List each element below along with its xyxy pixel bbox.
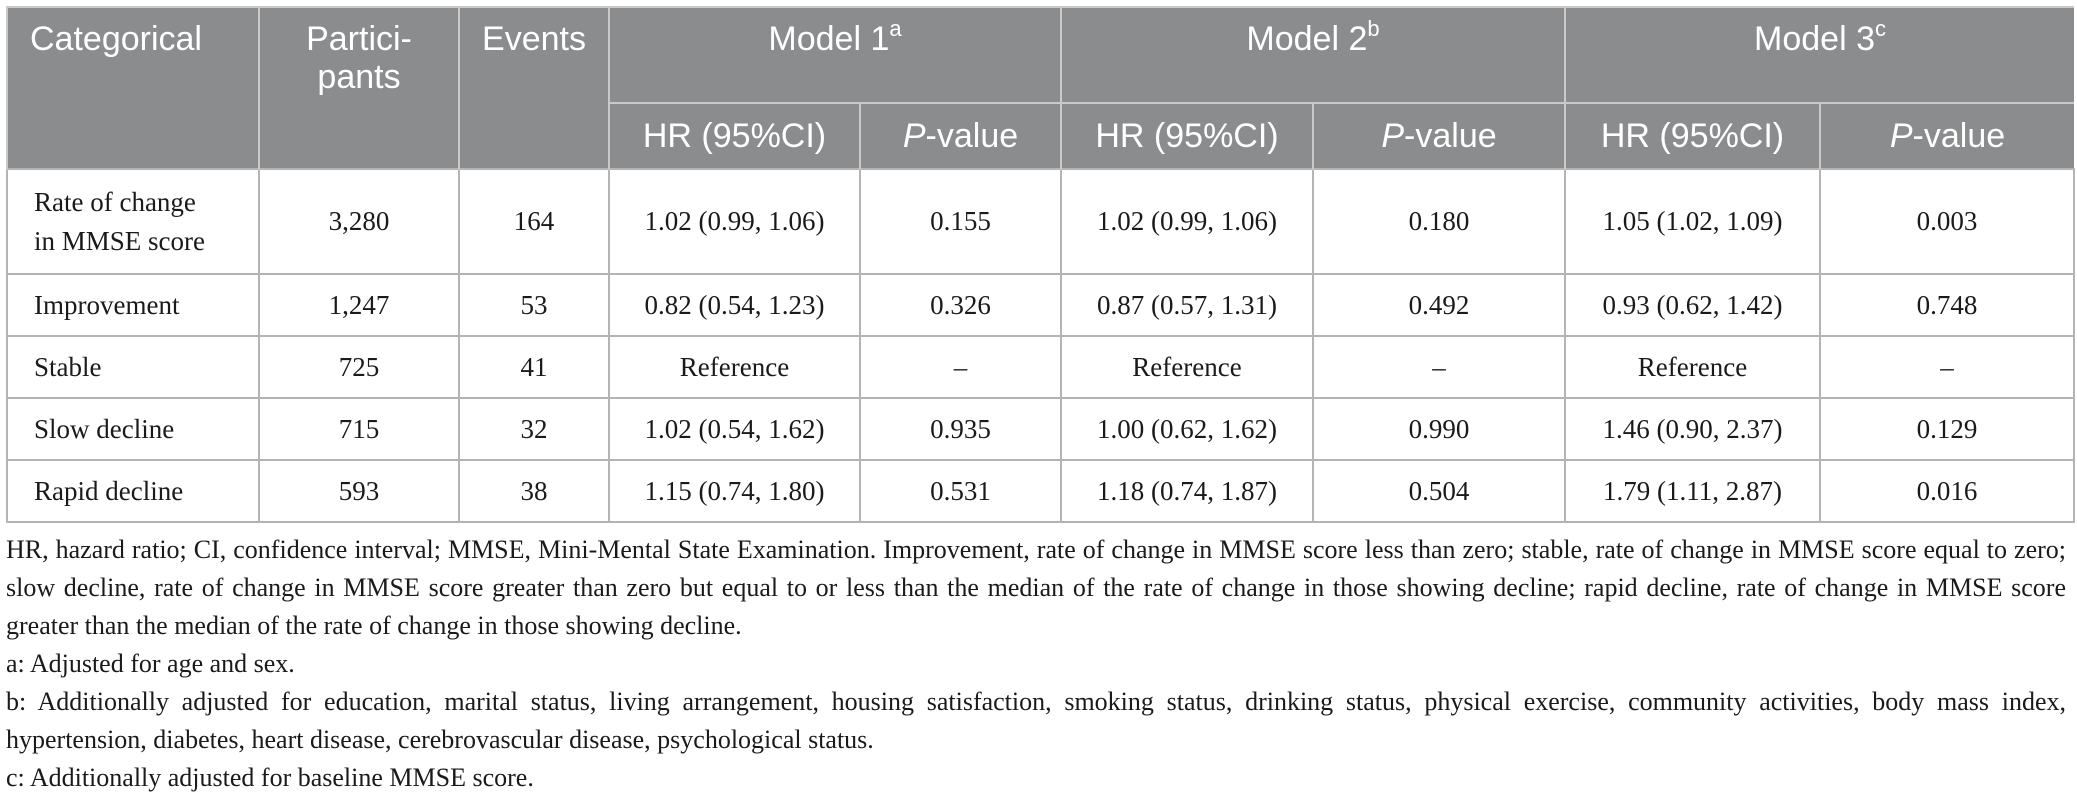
cell-m2-p: 0.504 bbox=[1312, 459, 1566, 523]
cell-m3-p: 0.016 bbox=[1819, 459, 2075, 523]
cell-m1-hr: 1.02 (0.99, 1.06) bbox=[608, 168, 861, 275]
cell-m1-p: 0.326 bbox=[859, 273, 1062, 337]
cell-m2-hr: 1.18 (0.74, 1.87) bbox=[1060, 459, 1314, 523]
cell-events: 32 bbox=[458, 397, 610, 461]
cell-category: Rate of change in MMSE score bbox=[6, 168, 260, 275]
cell-participants: 715 bbox=[258, 397, 460, 461]
cell-m3-p: – bbox=[1819, 335, 2075, 399]
cell-events: 164 bbox=[458, 168, 610, 275]
header-m1-p-italic: P bbox=[902, 117, 926, 155]
category-line2: in MMSE score bbox=[34, 225, 205, 256]
header-m2-p: P-value bbox=[1312, 102, 1565, 169]
table-row: Stable 725 41 Reference – Reference – Re… bbox=[6, 335, 2075, 399]
cell-participants: 3,280 bbox=[258, 168, 460, 275]
header-participants-line1: Partici- bbox=[306, 20, 412, 58]
header-model-1: Model 1a bbox=[608, 6, 1061, 103]
header-m1-p-rest: -value bbox=[925, 117, 1019, 155]
header-model-1-label: Model 1 bbox=[768, 20, 890, 58]
header-row-1: Categorical Partici- pants Events Model … bbox=[6, 6, 2074, 169]
cell-category: Slow decline bbox=[6, 397, 260, 461]
cell-m2-p: 0.180 bbox=[1312, 168, 1566, 275]
cell-m1-p: 0.935 bbox=[859, 397, 1062, 461]
cell-m3-hr: 0.93 (0.62, 1.42) bbox=[1564, 273, 1821, 337]
cell-m1-p: 0.155 bbox=[859, 168, 1062, 275]
header-m2-hr: HR (95%CI) bbox=[1060, 102, 1313, 169]
header-participants-line2: pants bbox=[317, 58, 401, 96]
header-m2-p-italic: P bbox=[1381, 117, 1405, 155]
results-table-container: Categorical Partici- pants Events Model … bbox=[6, 6, 2075, 797]
cell-m2-p: – bbox=[1312, 335, 1566, 399]
cell-m3-hr: Reference bbox=[1564, 335, 1821, 399]
header-m1-hr: HR (95%CI) bbox=[608, 102, 860, 169]
cell-participants: 725 bbox=[258, 335, 460, 399]
header-m3-p: P-value bbox=[1819, 102, 2074, 169]
header-m3-p-italic: P bbox=[1889, 117, 1913, 155]
cell-participants: 593 bbox=[258, 459, 460, 523]
cell-m2-p: 0.990 bbox=[1312, 397, 1566, 461]
header-model-3-sup: c bbox=[1874, 16, 1886, 41]
results-table: Categorical Partici- pants Events Model … bbox=[6, 6, 2075, 523]
header-m1-p: P-value bbox=[859, 102, 1061, 169]
footnote-a: a: Adjusted for age and sex. bbox=[6, 649, 295, 678]
cell-m2-p: 0.492 bbox=[1312, 273, 1566, 337]
cell-m3-p: 0.003 bbox=[1819, 168, 2075, 275]
cell-m1-p: – bbox=[859, 335, 1062, 399]
cell-m3-hr: 1.05 (1.02, 1.09) bbox=[1564, 168, 1821, 275]
cell-m2-hr: 1.02 (0.99, 1.06) bbox=[1060, 168, 1314, 275]
cell-category: Stable bbox=[6, 335, 260, 399]
header-model-3: Model 3c bbox=[1564, 6, 2074, 103]
footnote-b: b: Additionally adjusted for education, … bbox=[6, 687, 2066, 754]
cell-m2-hr: Reference bbox=[1060, 335, 1314, 399]
table-row: Slow decline 715 32 1.02 (0.54, 1.62) 0.… bbox=[6, 397, 2075, 461]
cell-category: Improvement bbox=[6, 273, 260, 337]
cell-participants: 1,247 bbox=[258, 273, 460, 337]
cell-m1-hr: Reference bbox=[608, 335, 861, 399]
header-m3-p-rest: -value bbox=[1912, 117, 2006, 155]
footnote-abbreviations: HR, hazard ratio; CI, confidence interva… bbox=[6, 535, 2066, 640]
table-footnotes: HR, hazard ratio; CI, confidence interva… bbox=[6, 531, 2066, 797]
cell-events: 41 bbox=[458, 335, 610, 399]
header-categorical: Categorical bbox=[6, 6, 259, 169]
cell-m1-hr: 0.82 (0.54, 1.23) bbox=[608, 273, 861, 337]
cell-m3-hr: 1.79 (1.11, 2.87) bbox=[1564, 459, 1821, 523]
cell-events: 53 bbox=[458, 273, 610, 337]
header-participants: Partici- pants bbox=[258, 6, 459, 169]
header-events: Events bbox=[458, 6, 609, 169]
cell-category: Rapid decline bbox=[6, 459, 260, 523]
table-row: Rapid decline 593 38 1.15 (0.74, 1.80) 0… bbox=[6, 459, 2075, 523]
category-line1: Rate of change bbox=[34, 186, 196, 217]
header-model-3-label: Model 3 bbox=[1754, 20, 1875, 58]
cell-events: 38 bbox=[458, 459, 610, 523]
header-model-2-sup: b bbox=[1367, 16, 1380, 41]
cell-m3-p: 0.129 bbox=[1819, 397, 2075, 461]
header-row-2: HR (95%CI) P-value HR (95%CI) P-value HR… bbox=[7, 102, 2074, 169]
cell-m1-hr: 1.15 (0.74, 1.80) bbox=[608, 459, 861, 523]
footnote-c: c: Additionally adjusted for baseline MM… bbox=[6, 763, 534, 792]
cell-m2-hr: 0.87 (0.57, 1.31) bbox=[1060, 273, 1314, 337]
cell-m1-hr: 1.02 (0.54, 1.62) bbox=[608, 397, 861, 461]
cell-m3-hr: 1.46 (0.90, 2.37) bbox=[1564, 397, 1821, 461]
table-row: Rate of change in MMSE score 3,280 164 1… bbox=[6, 168, 2075, 275]
header-m3-hr: HR (95%CI) bbox=[1564, 102, 1820, 169]
header-model-2: Model 2b bbox=[1060, 6, 1565, 103]
cell-m2-hr: 1.00 (0.62, 1.62) bbox=[1060, 397, 1314, 461]
cell-m1-p: 0.531 bbox=[859, 459, 1062, 523]
header-m2-p-rest: -value bbox=[1404, 117, 1497, 155]
header-model-1-sup: a bbox=[889, 16, 902, 41]
cell-m3-p: 0.748 bbox=[1819, 273, 2075, 337]
header-model-2-label: Model 2 bbox=[1246, 20, 1368, 58]
table-row: Improvement 1,247 53 0.82 (0.54, 1.23) 0… bbox=[6, 273, 2075, 337]
